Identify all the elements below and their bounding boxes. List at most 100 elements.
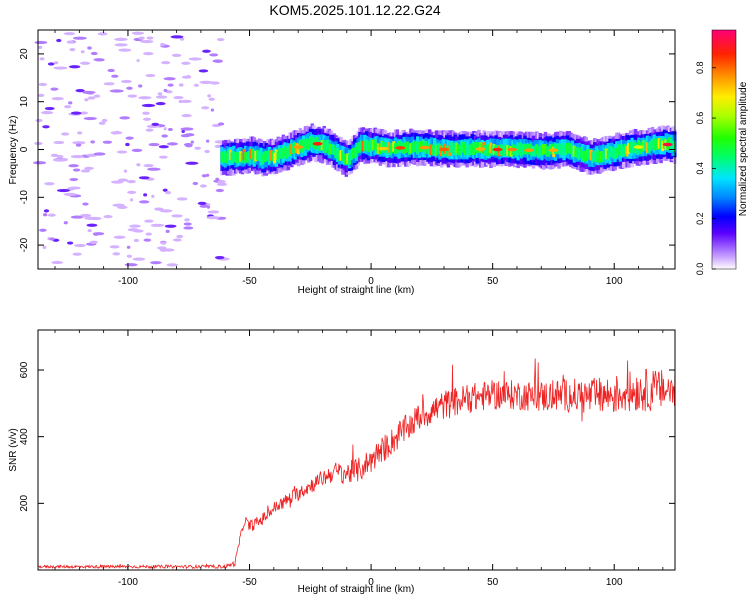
noise-blob: [166, 142, 179, 146]
ridge-segment: [373, 139, 377, 151]
noise-blob: [53, 158, 67, 162]
colorbar-tick-label: 0.4: [695, 162, 705, 175]
spectrogram-x-tick-label: -50: [242, 276, 257, 287]
noise-blob: [207, 210, 220, 214]
ridge-segment: [504, 144, 508, 155]
ridge-segment: [485, 143, 489, 155]
ridge-segment: [564, 144, 568, 156]
ridge-segment: [608, 146, 612, 158]
noise-blob: [163, 77, 176, 81]
ridge-segment: [283, 145, 287, 157]
noise-blob: [69, 48, 76, 52]
ridge-segment: [365, 139, 368, 150]
noise-blob: [68, 65, 81, 69]
colorbar: 0.0 0.2 0.4 0.6 0.8 Normalized spectral ampl…: [695, 29, 749, 275]
ridge-segment: [285, 148, 288, 159]
noise-blob: [181, 114, 192, 118]
ridge-segment: [581, 150, 585, 162]
ridge-segment: [235, 152, 239, 164]
noise-blob: [171, 214, 183, 218]
snr-x-tick-label: 0: [368, 577, 374, 588]
noise-blob: [217, 180, 226, 184]
ridge-segment: [375, 142, 379, 154]
ridge-segment: [222, 152, 225, 163]
noise-blob: [127, 190, 137, 195]
ridge-segment: [363, 140, 367, 151]
ridge-segment: [307, 139, 311, 151]
noise-blob: [42, 125, 50, 129]
noise-blob: [53, 140, 65, 145]
ridge-segment: [244, 152, 248, 163]
snr-x-axis-label: Height of straight line (km): [298, 584, 415, 595]
noise-blob: [115, 130, 120, 134]
ridge-segment: [618, 145, 622, 156]
noise-blob: [87, 228, 92, 233]
snr-panel: -100 -50 0 50 100 200 400 600 Height of straigh…: [8, 329, 676, 595]
ridge-segment: [490, 144, 494, 156]
noise-blob: [43, 209, 50, 213]
noise-blob: [192, 181, 199, 186]
ridge-segment: [589, 149, 593, 161]
ridge-segment: [627, 143, 631, 154]
noise-blob: [98, 121, 106, 125]
ridge-peak: [662, 142, 673, 147]
noise-blob: [47, 62, 55, 66]
ridge-peak: [524, 148, 535, 153]
ridge-segment: [366, 141, 370, 153]
noise-blob: [79, 111, 88, 115]
noise-blob: [136, 58, 140, 63]
noise-blob: [171, 53, 182, 57]
ridge-segment: [353, 147, 357, 159]
noise-blob: [109, 245, 120, 249]
ridge-segment: [649, 140, 653, 152]
noise-blob: [215, 177, 220, 181]
ridge-segment: [359, 140, 363, 152]
noise-blob: [154, 207, 164, 211]
ridge-segment: [557, 143, 561, 154]
ridge-segment: [358, 141, 362, 153]
noise-blob: [80, 50, 85, 54]
ridge-segment: [324, 142, 328, 153]
ridge-segment: [392, 141, 396, 152]
noise-blob: [155, 102, 166, 106]
noise-blob: [157, 92, 163, 96]
ridge-segment: [393, 143, 397, 154]
ridge-segment: [656, 139, 659, 150]
ridge-segment: [604, 148, 608, 160]
noise-blob: [56, 38, 62, 43]
ridge-segment: [346, 153, 350, 164]
noise-blob: [165, 229, 170, 233]
spectrogram-noise-region: [33, 31, 230, 267]
ridge-segment: [347, 154, 351, 165]
ridge-segment: [242, 149, 246, 160]
noise-blob: [125, 136, 134, 140]
noise-blob: [103, 214, 113, 219]
ridge-segment: [596, 149, 600, 161]
noise-blob: [194, 146, 202, 150]
noise-blob: [163, 88, 168, 93]
ridge-segment: [458, 144, 462, 156]
ridge-peak: [439, 147, 450, 152]
noise-blob: [53, 61, 59, 65]
ridge-peak: [293, 145, 304, 149]
ridge-segment: [657, 138, 661, 149]
ridge-segment: [330, 143, 334, 155]
noise-blob: [158, 145, 169, 149]
noise-blob: [144, 219, 154, 223]
noise-blob: [47, 213, 56, 217]
noise-blob: [109, 89, 124, 93]
ridge-segment: [569, 143, 573, 155]
ridge-segment: [232, 151, 236, 162]
noise-blob: [157, 246, 167, 250]
noise-blob: [199, 204, 209, 208]
ridge-segment: [227, 149, 231, 161]
noise-blob: [166, 263, 179, 267]
noise-blob: [77, 131, 83, 135]
ridge-peak: [548, 148, 559, 153]
ridge-segment: [409, 143, 413, 154]
noise-blob: [70, 111, 82, 115]
snr-x-tick-label: -100: [118, 577, 138, 588]
